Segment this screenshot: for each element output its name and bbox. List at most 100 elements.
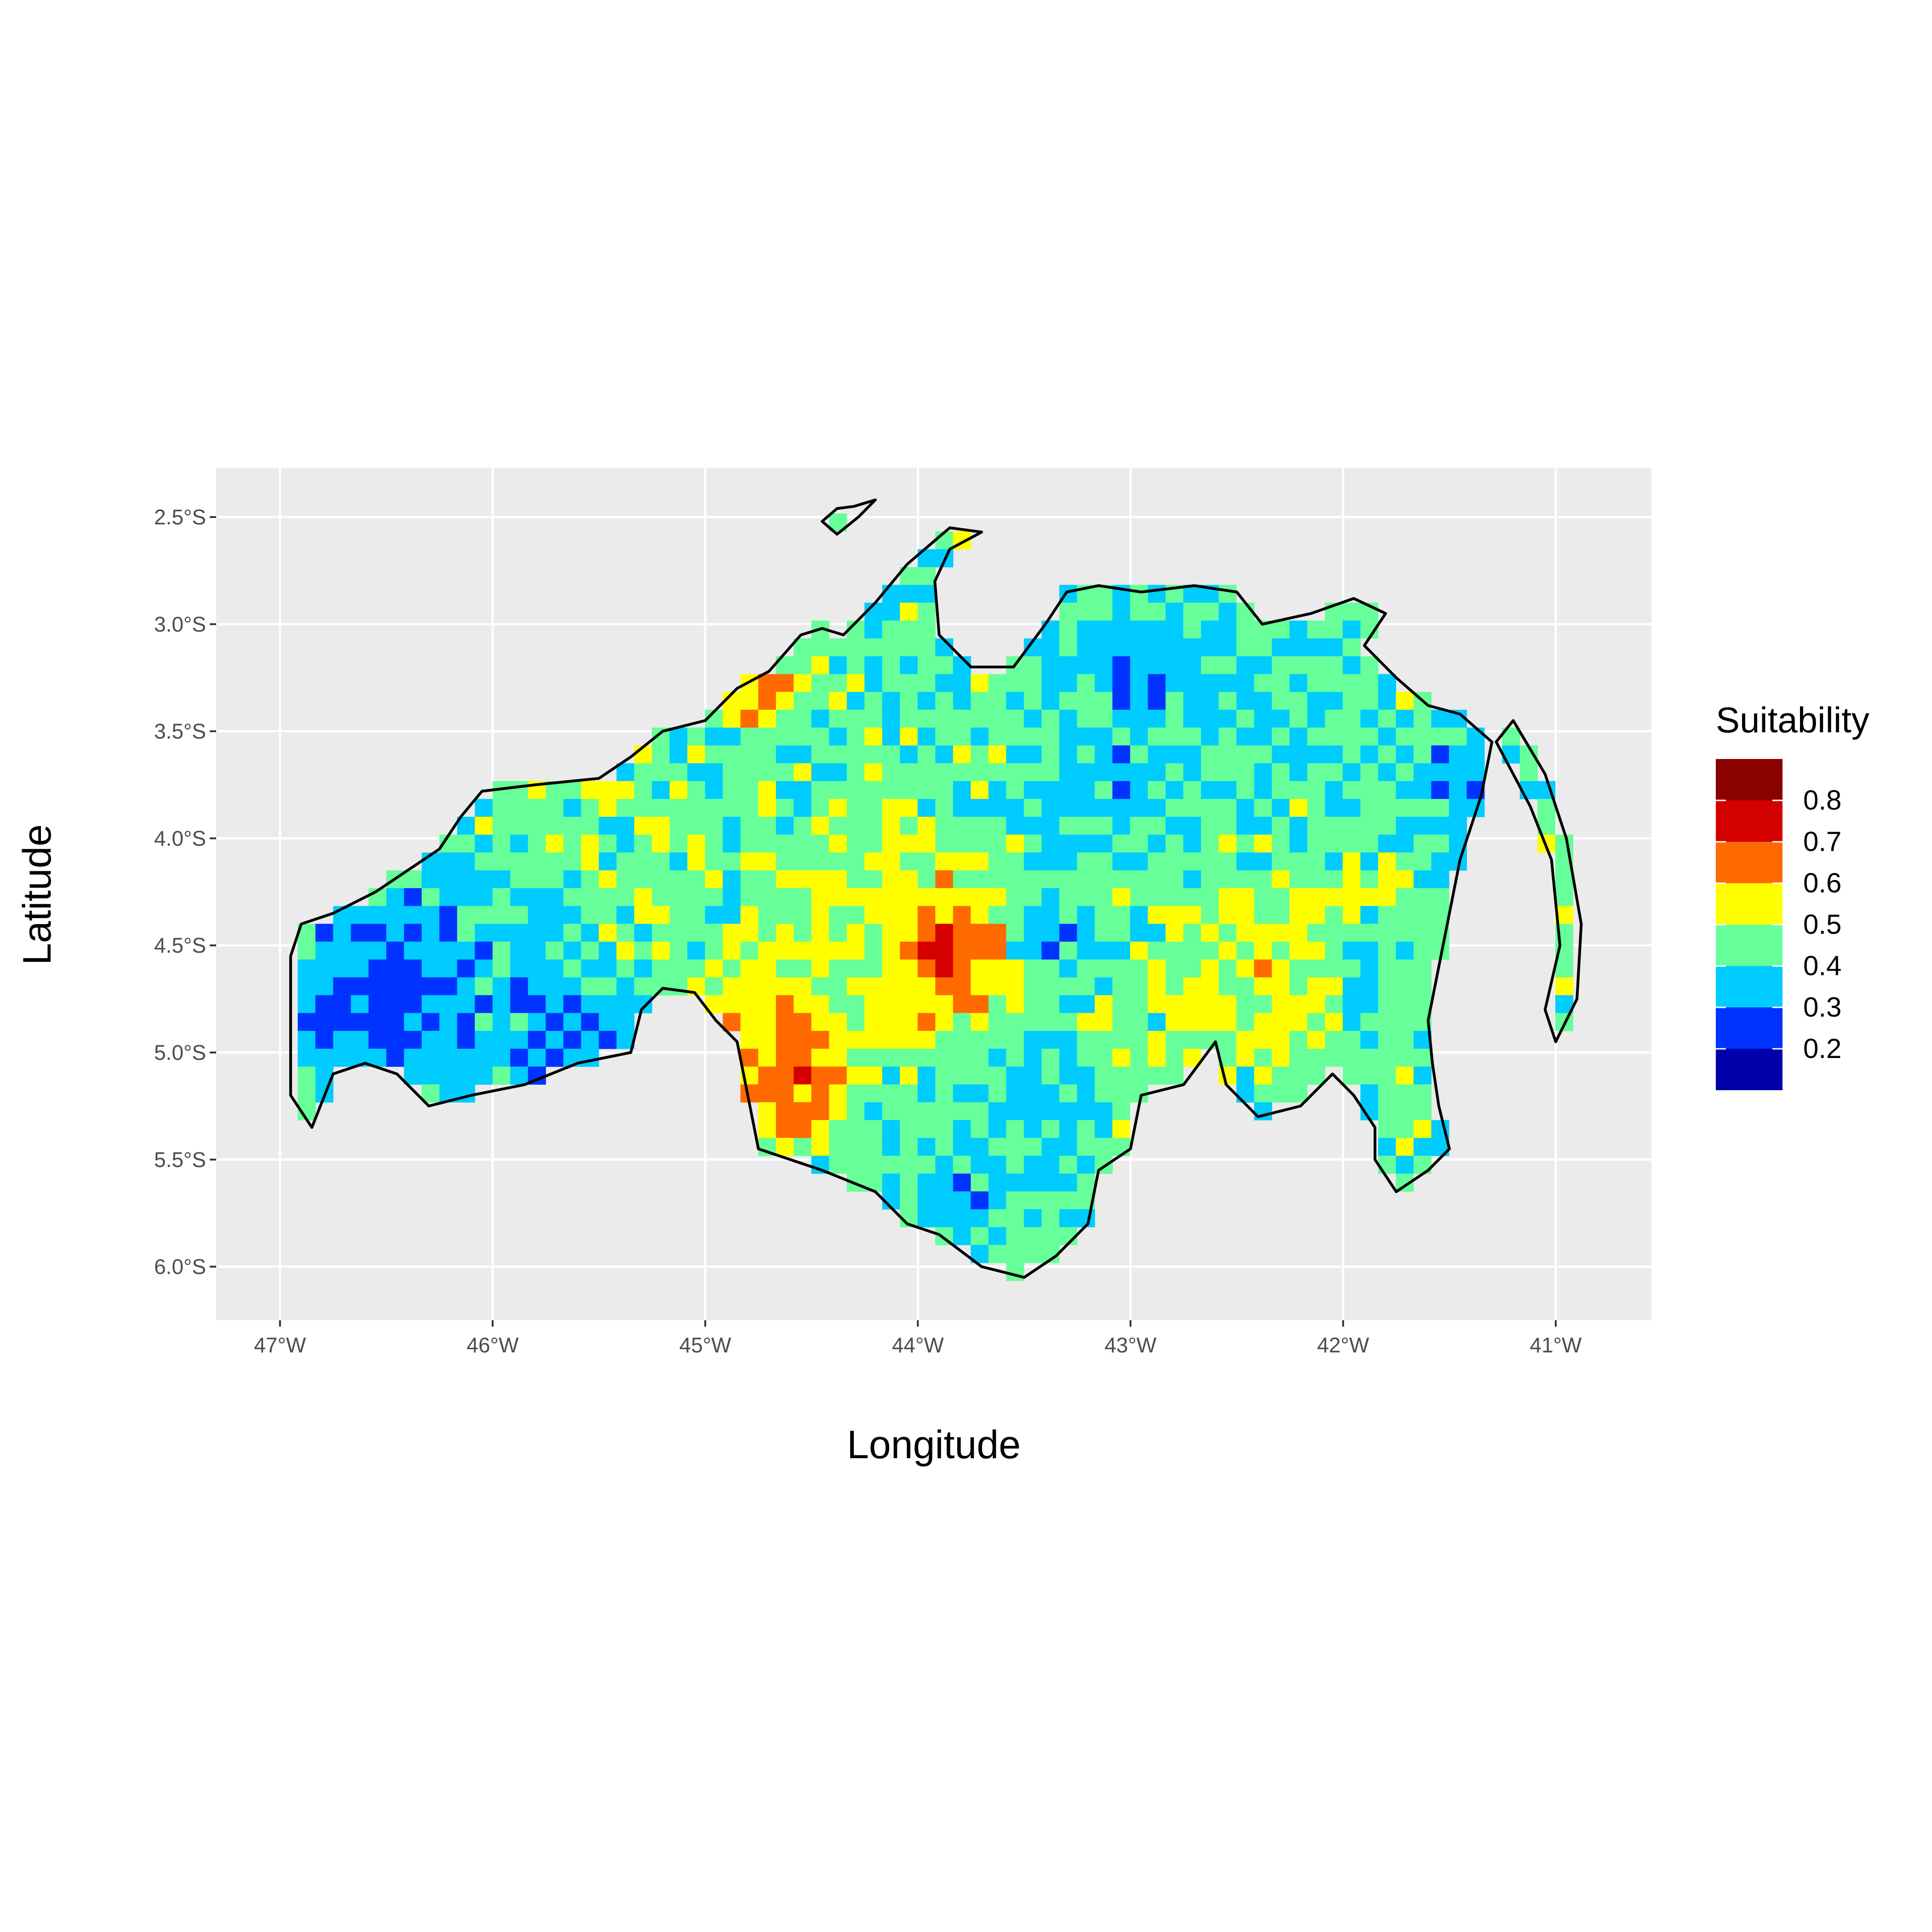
raster-cell xyxy=(528,888,546,907)
raster-cell xyxy=(510,834,529,853)
raster-cell xyxy=(528,995,546,1013)
raster-cell xyxy=(386,888,404,907)
raster-cell xyxy=(776,834,794,853)
raster-cell xyxy=(1289,727,1308,746)
raster-cell xyxy=(1006,781,1024,799)
raster-cell xyxy=(1360,799,1379,817)
raster-cell xyxy=(1148,906,1166,924)
raster-cell xyxy=(723,959,741,978)
raster-cell xyxy=(1094,727,1113,746)
raster-cell xyxy=(616,781,635,799)
raster-cell xyxy=(1342,727,1361,746)
raster-cell xyxy=(935,692,954,710)
raster-cell xyxy=(1077,1031,1095,1049)
raster-cell xyxy=(333,942,351,960)
raster-cell xyxy=(421,942,440,960)
raster-cell xyxy=(510,942,529,960)
raster-cell xyxy=(723,763,741,782)
raster-cell xyxy=(988,781,1006,799)
raster-cell xyxy=(1307,906,1325,924)
raster-cell xyxy=(1006,1191,1024,1210)
raster-cell xyxy=(510,906,529,924)
raster-cell xyxy=(1360,781,1379,799)
raster-cell xyxy=(546,959,564,978)
x-axis: 47°W 46°W 45°W 44°W 43°W 42°W 41°W xyxy=(254,1320,1582,1357)
legend-label: 0.4 xyxy=(1803,950,1841,981)
raster-cell xyxy=(846,781,865,799)
raster-cell xyxy=(475,1066,493,1085)
legend-swatch xyxy=(1716,1049,1782,1090)
raster-cell xyxy=(1112,727,1131,746)
raster-cell xyxy=(1254,888,1272,907)
raster-cell xyxy=(581,924,599,942)
raster-cell xyxy=(1413,799,1432,817)
raster-cell xyxy=(1378,852,1396,871)
raster-cell xyxy=(1183,745,1202,764)
legend-swatch xyxy=(1716,842,1782,883)
raster-cell xyxy=(1059,834,1077,853)
raster-cell xyxy=(404,924,422,942)
raster-cell xyxy=(1077,888,1095,907)
raster-cell xyxy=(1360,1048,1379,1067)
raster-cell xyxy=(1236,621,1254,639)
raster-cell xyxy=(1342,674,1361,692)
raster-cell xyxy=(953,1084,971,1103)
raster-cell xyxy=(882,603,900,621)
raster-cell xyxy=(776,1120,794,1138)
raster-cell xyxy=(1307,852,1325,871)
raster-cell xyxy=(1325,745,1343,764)
raster-cell xyxy=(1289,674,1308,692)
raster-cell xyxy=(1307,621,1325,639)
raster-cell xyxy=(705,799,723,817)
raster-cell xyxy=(616,924,635,942)
raster-cell xyxy=(935,1066,954,1085)
raster-cell xyxy=(1342,888,1361,907)
raster-cell xyxy=(404,959,422,978)
raster-cell xyxy=(917,1120,936,1138)
raster-cell xyxy=(1148,1066,1166,1085)
raster-cell xyxy=(1413,924,1432,942)
raster-cell xyxy=(988,977,1006,996)
raster-cell xyxy=(723,888,741,907)
raster-cell xyxy=(1342,959,1361,978)
raster-cell xyxy=(1413,1102,1432,1121)
raster-cell xyxy=(1059,709,1077,728)
raster-cell xyxy=(457,1048,475,1067)
raster-cell xyxy=(864,799,883,817)
raster-cell xyxy=(740,977,759,996)
raster-cell xyxy=(546,1048,564,1067)
raster-cell xyxy=(1431,745,1449,764)
raster-cell xyxy=(829,1102,847,1121)
raster-cell xyxy=(971,1191,989,1210)
raster-cell xyxy=(333,1013,351,1031)
raster-cell xyxy=(900,1156,918,1174)
raster-cell xyxy=(1271,799,1290,817)
raster-cell xyxy=(1148,870,1166,889)
raster-cell xyxy=(882,1066,900,1085)
raster-cell xyxy=(1165,834,1184,853)
raster-cell xyxy=(563,942,581,960)
raster-cell xyxy=(298,959,316,978)
raster-cell xyxy=(900,924,918,942)
raster-cell xyxy=(669,816,688,835)
raster-cell xyxy=(1112,906,1131,924)
raster-cell xyxy=(652,959,670,978)
raster-cell xyxy=(864,1084,883,1103)
raster-cell xyxy=(1360,834,1379,853)
raster-cell xyxy=(1130,638,1148,657)
raster-cell xyxy=(882,1031,900,1049)
raster-cell xyxy=(315,959,334,978)
raster-cell xyxy=(794,834,812,853)
raster-cell xyxy=(439,959,458,978)
raster-cell xyxy=(811,959,829,978)
raster-cell xyxy=(1289,870,1308,889)
raster-cell xyxy=(1112,781,1131,799)
raster-cell xyxy=(1236,852,1254,871)
raster-cell xyxy=(776,816,794,835)
raster-cell xyxy=(1342,745,1361,764)
raster-cell xyxy=(953,1048,971,1067)
raster-cell xyxy=(1201,816,1219,835)
raster-cell xyxy=(298,1066,316,1085)
raster-cell xyxy=(1148,603,1166,621)
raster-cell xyxy=(1201,834,1219,853)
